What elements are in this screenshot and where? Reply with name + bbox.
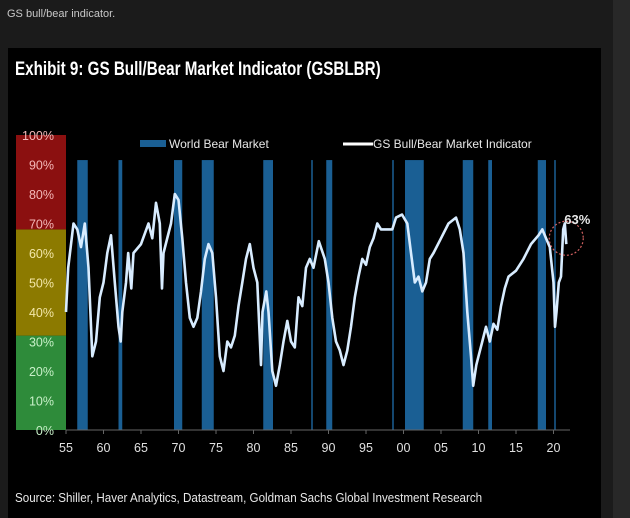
bear-market-bar [201,160,214,430]
bear-market-bar [405,160,424,430]
y-tick-label: 30% [29,336,54,350]
x-tick-label: 55 [59,441,73,455]
x-tick-label: 70 [172,441,186,455]
annotation-circle [548,220,584,256]
zone-band [16,229,66,336]
y-tick-label: 10% [29,395,54,409]
x-tick-label: 00 [397,441,411,455]
legend-label-indicator: GS Bull/Bear Market Indicator [373,137,532,151]
chart-title: Exhibit 9: GS Bull/Bear Market Indicator… [15,59,381,80]
y-tick-label: 60% [29,247,54,261]
x-tick-label: 95 [359,441,373,455]
scrollbar-track[interactable] [613,0,630,518]
annotation-label: 63% [564,212,590,227]
legend-label-bear: World Bear Market [169,137,269,151]
y-tick-label: 20% [29,365,54,379]
x-tick-label: 20 [547,441,561,455]
x-tick-label: 10 [472,441,486,455]
y-tick-label: 80% [29,188,54,202]
bear-market-bar [392,160,394,430]
x-tick-label: 85 [284,441,298,455]
y-tick-label: 40% [29,306,54,320]
y-tick-label: 0% [36,424,54,438]
y-tick-label: 90% [29,159,54,173]
x-tick-label: 75 [209,441,223,455]
x-tick-label: 90 [322,441,336,455]
x-tick-label: 80 [247,441,261,455]
bear-market-bar [537,160,546,430]
y-tick-label: 100% [22,129,54,143]
zone-band [16,335,66,430]
series-line-indicator [64,192,568,388]
bear-market-bar [263,160,273,430]
bear-market-bar [118,160,123,430]
bear-market-bar [488,160,492,430]
x-tick-label: 60 [97,441,111,455]
x-tick-label: 15 [509,441,523,455]
x-tick-label: 65 [134,441,148,455]
zone-band [16,135,66,230]
y-tick-label: 50% [29,277,54,291]
legend: World Bear Market GS Bull/Bear Market In… [140,137,532,151]
bear-market-bar [174,160,183,430]
y-tick-label: 70% [29,218,54,232]
source-note: Source: Shiller, Haver Analytics, Datast… [15,491,483,505]
x-tick-label: 05 [434,441,448,455]
bear-market-bar [462,160,474,430]
caption-text: GS bull/bear indicator. [7,8,116,20]
bear-market-bar [311,160,313,430]
bear-market-bar [77,160,88,430]
legend-swatch-bear [140,140,166,147]
